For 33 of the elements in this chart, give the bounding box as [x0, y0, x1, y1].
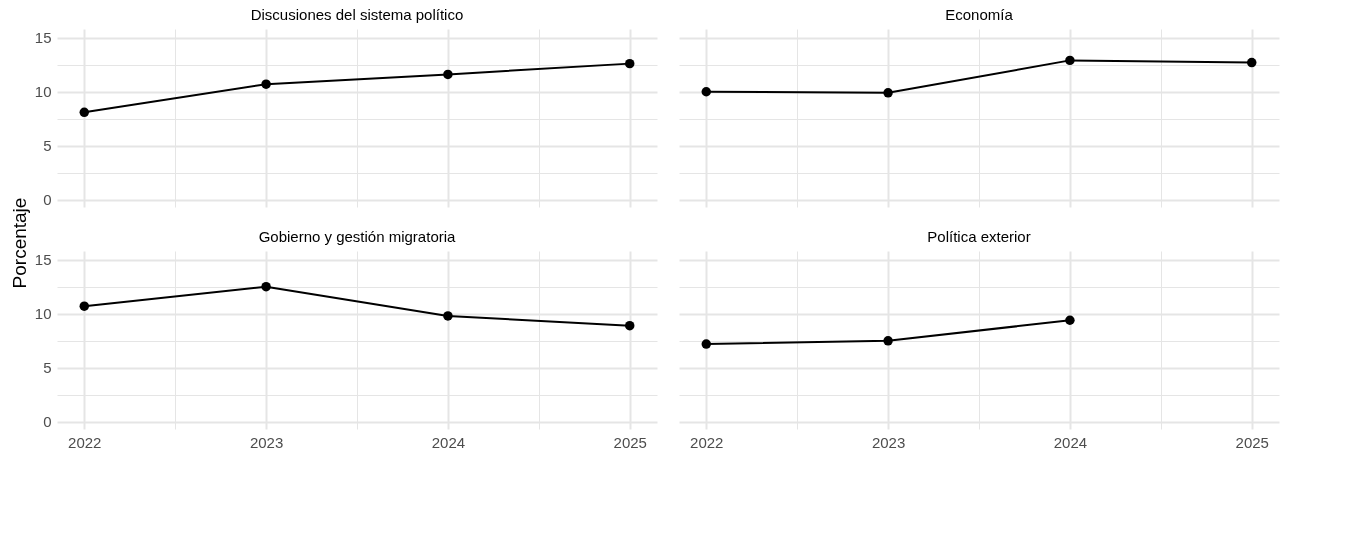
point	[261, 79, 271, 89]
y-tick-label: 10	[34, 305, 52, 323]
point	[443, 311, 453, 321]
x-tick-label: 2023	[249, 433, 284, 451]
y-axis-title: Porcentaje	[9, 197, 30, 289]
point	[1065, 55, 1075, 66]
y-tick-label: 10	[34, 83, 52, 101]
point	[1246, 57, 1257, 68]
x-tick-label: 2022	[690, 433, 724, 451]
point	[261, 281, 271, 292]
chart-title: Discusiones del sistema político	[250, 6, 464, 23]
chart-title: Economía	[945, 6, 1014, 23]
chart-title: Política exterior	[927, 228, 1031, 245]
x-tick-label: 2024	[431, 433, 466, 451]
point	[79, 107, 90, 118]
point	[883, 88, 893, 98]
x-tick-label: 2023	[871, 433, 906, 451]
y-tick-label: 5	[43, 359, 52, 377]
chart-title: Gobierno y gestión migratoria	[258, 228, 457, 245]
x-tick-label: 2025	[1235, 433, 1269, 451]
x-tick-label: 2024	[1053, 433, 1088, 451]
x-tick-label: 2022	[68, 433, 102, 451]
y-tick-label: 15	[34, 29, 52, 47]
y-tick-label: 0	[43, 191, 52, 209]
point	[79, 301, 90, 311]
y-tick-label: 0	[43, 413, 52, 431]
point	[624, 58, 635, 69]
x-tick-label: 2025	[613, 433, 647, 451]
point	[701, 87, 712, 97]
point	[624, 320, 635, 331]
y-tick-label: 5	[43, 137, 52, 155]
point	[443, 69, 453, 80]
y-tick-label: 15	[34, 251, 52, 269]
